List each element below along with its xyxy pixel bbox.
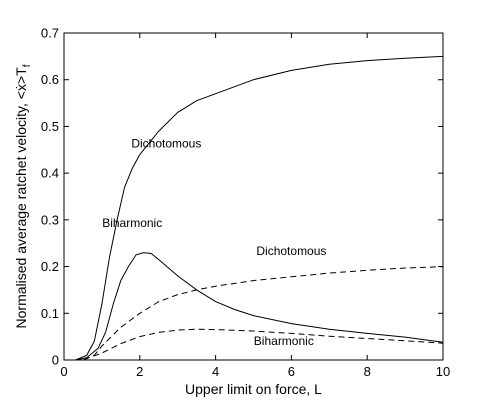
x-tick-label: 8 [364,364,371,379]
y-axis-label: Normalised average ratchet velocity, <ẋ>… [13,64,33,328]
y-tick-label: 0.2 [41,259,59,274]
ticks-layer: 0 2 4 6 8 10 0 0.1 0.2 0.3 0.4 0.5 0.6 0.7 [41,26,450,380]
y-tick-label: 0.7 [41,26,59,41]
y-axis-label-subscript: f [22,64,33,67]
y-tick-label: 0.3 [41,212,59,227]
y-tick-label: 0.1 [41,306,59,321]
annotation-label: Biharmonic [254,334,314,348]
x-tick-label: 4 [212,364,219,379]
x-tick-label: 10 [436,364,450,379]
y-tick-label: 0.6 [41,72,59,87]
annotation-label: Dichotomous [256,244,326,258]
y-tick-label: 0.5 [41,119,59,134]
x-axis-label: Upper limit on force, L [185,381,322,397]
x-tick-label: 6 [288,364,295,379]
series-line-dichotomous-solid [75,55,444,361]
plot-frame [63,32,444,361]
x-tick-label: 2 [136,364,143,379]
annotation-layer: Dichotomous Biharmonic Dichotomous Biharmon… [102,136,326,348]
series-layer [64,55,444,361]
series-line-biharmonic-solid [75,252,444,361]
annotation-label: Dichotomous [131,136,201,150]
y-tick-label: 0.4 [41,166,59,181]
x-tick-label: 0 [60,364,67,379]
annotation-label: Biharmonic [102,216,162,230]
series-line-dichotomous-dashed [64,266,444,361]
y-axis-label-main: Normalised average ratchet velocity, <ẋ>… [13,67,29,329]
y-tick-label: 0 [52,353,59,368]
